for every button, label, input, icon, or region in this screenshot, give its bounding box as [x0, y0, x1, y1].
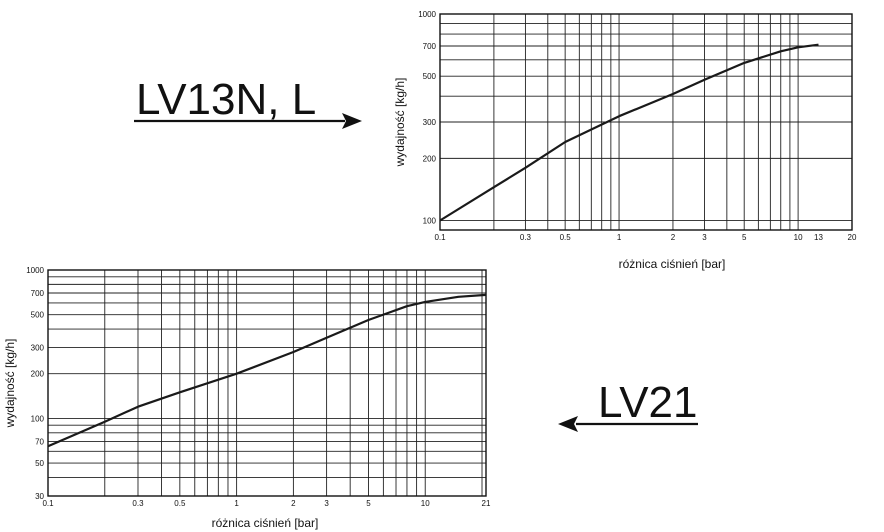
x-tick-label: 10	[421, 499, 430, 508]
callout-lv13n-arrow	[134, 113, 362, 129]
y-tick-label: 70	[35, 437, 44, 446]
callout-lv21-label: LV21	[598, 378, 698, 427]
y-tick-label: 50	[35, 459, 44, 468]
x-tick-label: 0.3	[520, 233, 532, 242]
x-tick-label: 10	[794, 233, 803, 242]
plot-frame	[439, 13, 853, 231]
y-tick-label: 200	[31, 370, 45, 379]
y-axis-label: wydajność [kg/h]	[3, 339, 17, 429]
x-tick-label: 21	[482, 499, 491, 508]
x-tick-label: 0.5	[560, 233, 572, 242]
x-tick-label: 0.1	[42, 499, 54, 508]
x-tick-label: 2	[671, 233, 676, 242]
x-tick-label: 1	[617, 233, 622, 242]
y-tick-label: 30	[35, 492, 44, 501]
chart-lv21: 0.1 0.3 0.5 1 2 3 5 10 21 30 50 70 100 200 300 500 700 10…	[3, 266, 491, 530]
y-tick-label: 100	[423, 217, 437, 226]
x-tick-label: 5	[742, 233, 747, 242]
chart-lv13n: 0.1 0.3 0.5 1 2 3 5 10 13 20 100 200 300 500 700 1000 ró…	[393, 10, 857, 271]
x-axis-label: różnica ciśnień [bar]	[619, 257, 726, 271]
x-tick-label: 2	[291, 499, 296, 508]
y-tick-label: 300	[423, 118, 437, 127]
x-tick-label: 1	[234, 499, 239, 508]
plot-frame	[47, 269, 487, 497]
y-tick-label: 1000	[26, 266, 44, 275]
x-tick-label: 0.5	[174, 499, 186, 508]
x-tick-label: 3	[324, 499, 329, 508]
x-tick-label: 5	[366, 499, 371, 508]
x-tick-label: 13	[814, 233, 823, 242]
y-tick-label: 100	[31, 414, 45, 423]
y-tick-label: 200	[423, 154, 437, 163]
callout-lv21-arrow	[558, 416, 698, 432]
series-line	[47, 293, 487, 448]
y-tick-label: 300	[31, 344, 45, 353]
x-tick-label: 20	[848, 233, 857, 242]
y-tick-label: 500	[423, 72, 437, 81]
callout-lv13n-label: LV13N, L	[136, 75, 317, 124]
y-axis-label: wydajność [kg/h]	[393, 78, 407, 168]
x-axis-label: różnica ciśnień [bar]	[212, 516, 319, 530]
y-tick-label: 700	[423, 42, 437, 51]
y-tick-label: 500	[31, 311, 45, 320]
series-line	[439, 43, 819, 222]
x-tick-label: 0.3	[132, 499, 144, 508]
y-tick-label: 1000	[418, 10, 436, 19]
x-tick-label: 3	[702, 233, 707, 242]
y-tick-label: 700	[31, 289, 45, 298]
x-tick-label: 0.1	[434, 233, 446, 242]
